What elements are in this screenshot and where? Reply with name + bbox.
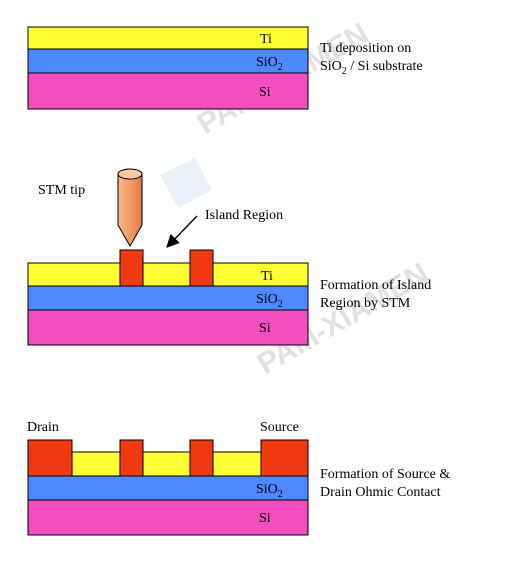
island-region-right (189, 439, 214, 477)
si-label: Si (259, 85, 271, 100)
island-region-right (189, 249, 214, 287)
ti-label: Ti (260, 32, 272, 47)
stage-2-caption: Formation of Island Region by STM (320, 278, 431, 311)
stm-tip (117, 168, 143, 248)
stage-3-stack: SiO2 Si (27, 439, 309, 536)
stage-3-caption: Formation of Source & Drain Ohmic Contac… (320, 467, 450, 500)
source-label: Source (260, 420, 299, 435)
si-substrate (27, 309, 309, 346)
caption-line-2: Region by STM (320, 296, 411, 311)
island-region-label: Island Region (205, 208, 283, 223)
caption-line-1: Formation of Island (320, 278, 431, 293)
drain-contact (27, 439, 73, 477)
source-contact (260, 439, 309, 477)
si-label: Si (259, 511, 271, 526)
si-label: Si (259, 321, 271, 336)
island-region-arrow (166, 215, 198, 248)
caption-line-1: Formation of Source & (320, 467, 450, 482)
stage-1-stack: Ti SiO2 Si (27, 26, 309, 110)
ti-label: Ti (261, 269, 273, 284)
caption-line-1: Ti deposition on (320, 41, 411, 56)
stage-1-caption: Ti deposition on SiO2 / Si substrate (320, 41, 423, 77)
stage-2-stack: Ti SiO2 Si (27, 249, 309, 346)
island-region-left (119, 439, 144, 477)
sio2-label: SiO2 (256, 482, 283, 500)
stm-tip-label: STM tip (38, 183, 85, 198)
si-substrate (27, 499, 309, 536)
sio2-label: SiO2 (256, 55, 283, 73)
sio2-layer (27, 475, 309, 501)
si-substrate (27, 72, 309, 110)
caption-line-2: SiO2 / Si substrate (320, 59, 423, 77)
sio2-label: SiO2 (256, 292, 283, 310)
island-region-left (119, 249, 144, 287)
caption-line-2: Drain Ohmic Contact (320, 485, 441, 500)
drain-label: Drain (27, 420, 59, 435)
